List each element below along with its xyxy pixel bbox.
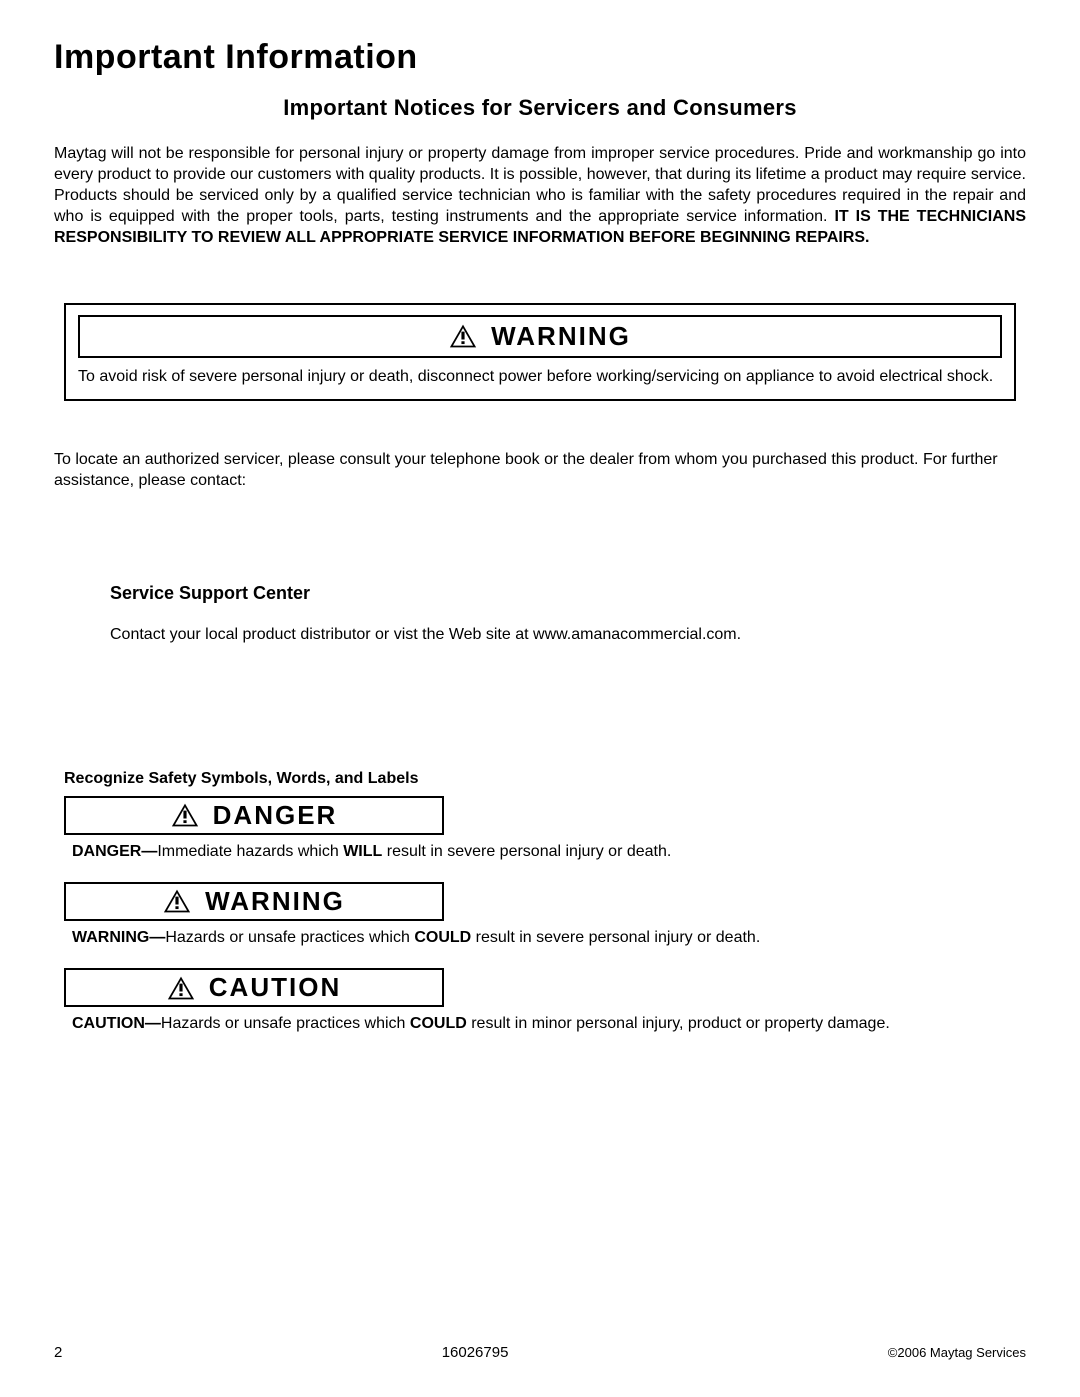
warning-description: WARNING—Hazards or unsafe practices whic…: [64, 927, 1016, 948]
locator-paragraph: To locate an authorized servicer, please…: [54, 449, 1026, 491]
page-number: 2: [54, 1344, 62, 1361]
warning-keyword: WARNING—: [72, 929, 165, 946]
caution-keyword: CAUTION—: [72, 1015, 161, 1032]
warning-badge: WARNING: [64, 882, 444, 921]
alert-triangle-icon: [163, 888, 191, 914]
danger-label: DANGER: [213, 800, 338, 831]
danger-badge: DANGER: [64, 796, 444, 835]
page-footer: 2 16026795 ©2006 Maytag Services: [54, 1344, 1026, 1361]
danger-mid: Immediate hazards which: [157, 843, 343, 860]
copyright-text: ©2006 Maytag Services: [888, 1345, 1026, 1360]
support-text: Contact your local product distributor o…: [110, 626, 1026, 644]
danger-will: WILL: [343, 843, 382, 860]
alert-triangle-icon: [449, 323, 477, 349]
document-number: 16026795: [62, 1344, 887, 1361]
warning-post: result in severe personal injury or deat…: [471, 929, 760, 946]
caution-could: COULD: [410, 1015, 467, 1032]
caution-label: CAUTION: [209, 972, 341, 1003]
symbols-section: Recognize Safety Symbols, Words, and Lab…: [64, 770, 1016, 1034]
caution-mid: Hazards or unsafe practices which: [161, 1015, 410, 1032]
danger-row: DANGER DANGER—Immediate hazards which WI…: [64, 796, 1016, 862]
alert-triangle-icon: [171, 802, 199, 828]
warning2-label: WARNING: [205, 886, 345, 917]
warning-header: WARNING: [78, 315, 1002, 358]
caution-post: result in minor personal injury, product…: [467, 1015, 890, 1032]
warning-body: To avoid risk of severe personal injury …: [78, 366, 1002, 387]
caution-badge: CAUTION: [64, 968, 444, 1007]
warning-row: WARNING WARNING—Hazards or unsafe practi…: [64, 882, 1016, 948]
caution-description: CAUTION—Hazards or unsafe practices whic…: [64, 1013, 1016, 1034]
danger-description: DANGER—Immediate hazards which WILL resu…: [64, 841, 1016, 862]
intro-paragraph: Maytag will not be responsible for perso…: [54, 143, 1026, 249]
page: Important Information Important Notices …: [0, 0, 1080, 1397]
notices-heading: Important Notices for Servicers and Cons…: [54, 95, 1026, 121]
danger-keyword: DANGER—: [72, 843, 157, 860]
warning-mid: Hazards or unsafe practices which: [165, 929, 414, 946]
support-heading: Service Support Center: [110, 583, 1026, 604]
page-title: Important Information: [54, 38, 1026, 77]
warning-label: WARNING: [491, 321, 631, 352]
alert-triangle-icon: [167, 975, 195, 1001]
symbols-heading: Recognize Safety Symbols, Words, and Lab…: [64, 770, 1016, 788]
warning-callout: WARNING To avoid risk of severe personal…: [64, 303, 1016, 401]
danger-post: result in severe personal injury or deat…: [382, 843, 671, 860]
warning-could: COULD: [414, 929, 471, 946]
caution-row: CAUTION CAUTION—Hazards or unsafe practi…: [64, 968, 1016, 1034]
support-section: Service Support Center Contact your loca…: [110, 583, 1026, 644]
